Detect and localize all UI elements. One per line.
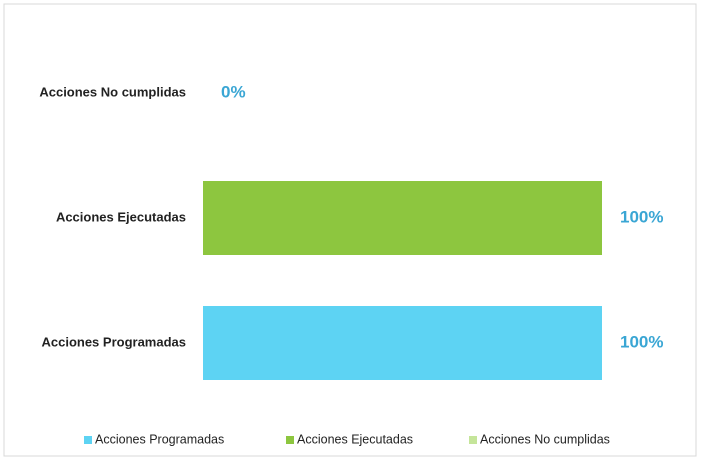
legend-label: Acciones No cumplidas xyxy=(480,432,610,446)
legend-label: Acciones Programadas xyxy=(95,432,224,446)
category-label: Acciones Programadas xyxy=(41,334,186,349)
bar xyxy=(203,306,602,380)
legend-swatch xyxy=(286,436,294,444)
legend-swatch xyxy=(84,436,92,444)
value-label: 0% xyxy=(221,82,246,101)
legend-swatch xyxy=(469,436,477,444)
category-label: Acciones Ejecutadas xyxy=(56,209,186,224)
category-label: Acciones No cumplidas xyxy=(39,84,186,99)
legend-label: Acciones Ejecutadas xyxy=(297,432,413,446)
value-label: 100% xyxy=(620,332,663,351)
value-label: 100% xyxy=(620,207,663,226)
bar xyxy=(203,181,602,255)
